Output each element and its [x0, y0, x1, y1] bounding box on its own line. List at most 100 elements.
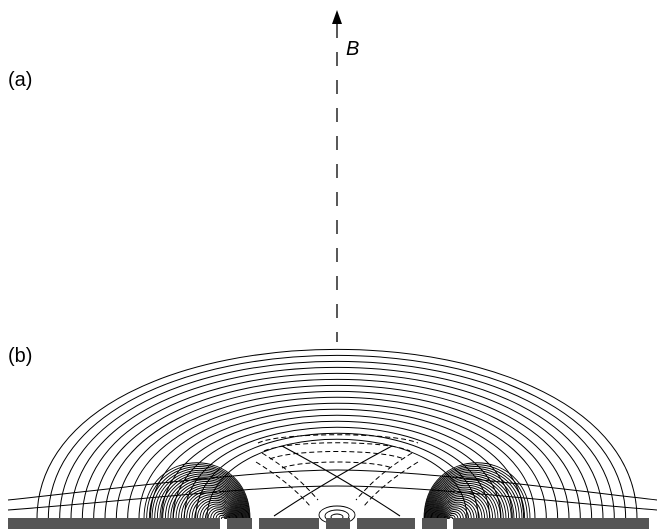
- outer-flat-field-line: [7, 485, 657, 511]
- electrode-right-inner-1: [422, 518, 447, 529]
- electrode-strip: [8, 518, 649, 529]
- b-axis-label: B: [346, 38, 359, 60]
- lobe-contour: [156, 471, 247, 520]
- lobe-contour: [154, 470, 247, 520]
- lobe-contour: [447, 514, 456, 520]
- left-lobe-contours: [143, 462, 251, 520]
- lobe-contour: [426, 467, 523, 520]
- outer-field-lines: [7, 349, 657, 520]
- outer-field-line: [127, 396, 547, 520]
- lobe-contour: [434, 486, 496, 520]
- electrode-right-inner-2: [357, 518, 415, 529]
- lobe-contour: [445, 509, 464, 520]
- lobe-contour: [442, 503, 472, 520]
- dashed-cap-1: [257, 434, 419, 444]
- lobe-contour: [164, 477, 244, 520]
- lobe-contour: [433, 483, 502, 520]
- electrode-left-inner-2: [259, 518, 319, 529]
- lobe-contour: [440, 499, 478, 520]
- lobe-contour: [440, 497, 480, 520]
- lobe-contour: [212, 511, 228, 520]
- lobe-contour: [188, 494, 236, 520]
- dashed-left-1: [261, 452, 319, 501]
- lobe-contour: [191, 496, 235, 520]
- lobe-contour: [218, 514, 227, 520]
- b-axis-arrowhead: [332, 10, 342, 24]
- outer-field-line: [104, 384, 570, 520]
- lobe-contour: [441, 501, 475, 520]
- outer-field-line: [172, 420, 502, 520]
- lobe-contour: [172, 483, 241, 520]
- electrode-center: [326, 518, 350, 529]
- lobe-contour: [433, 484, 499, 520]
- lobe-contour: [431, 479, 507, 520]
- lobe-contour: [425, 466, 526, 520]
- lobe-contour: [427, 470, 520, 520]
- lobe-contour: [186, 492, 237, 520]
- lobe-contour: [199, 501, 233, 520]
- lobe-contour: [446, 512, 459, 520]
- lobe-contour: [423, 462, 531, 520]
- lobe-contour: [143, 462, 251, 520]
- lobe-contour: [436, 490, 491, 520]
- lobe-contour: [170, 481, 242, 520]
- lobe-contour: [446, 511, 462, 520]
- lobe-contour: [448, 516, 454, 520]
- separatrix-x-point: [273, 445, 401, 517]
- b-field-axis: B: [332, 10, 359, 342]
- dashed-cap-4: [281, 461, 393, 469]
- outer-field-line: [36, 349, 638, 520]
- lobe-contour: [432, 481, 504, 520]
- lobe-contour: [146, 464, 250, 520]
- outer-field-line: [47, 354, 627, 520]
- lobe-contour: [435, 488, 494, 520]
- lobe-contour: [428, 473, 515, 520]
- lobe-contour: [438, 494, 486, 520]
- electrode-left-inner-1: [227, 518, 252, 529]
- outer-field-line: [115, 390, 559, 520]
- dashed-left-2: [255, 461, 311, 507]
- dashed-cap-3: [269, 451, 405, 460]
- lobe-contour: [180, 488, 239, 520]
- lobe-contour: [429, 475, 512, 520]
- lobe-contour: [220, 516, 226, 520]
- lobe-contour: [204, 505, 231, 520]
- separatrix-right-to-left: [273, 445, 393, 517]
- outer-field-line: [161, 414, 513, 520]
- lobe-contour: [437, 492, 488, 520]
- panel-label-b: (b): [8, 345, 32, 367]
- outer-field-line: [59, 360, 615, 520]
- lobe-contour: [178, 486, 240, 520]
- lobe-contour: [167, 479, 243, 520]
- electrode-right-long: [453, 518, 649, 529]
- lobe-contour: [183, 490, 238, 520]
- outer-field-line: [149, 408, 525, 520]
- outer-flat-field-line: [7, 469, 657, 501]
- right-lobe-contours: [423, 462, 531, 520]
- outer-field-line: [81, 372, 593, 520]
- lobe-contour: [194, 497, 234, 520]
- lobe-contour: [148, 466, 249, 520]
- outer-field-line: [206, 438, 468, 520]
- lobe-contour: [151, 467, 248, 520]
- lobe-contour: [202, 503, 232, 520]
- lobe-contour: [207, 507, 230, 520]
- lobe-contour: [430, 477, 510, 520]
- lobe-contour: [210, 509, 229, 520]
- outer-field-line: [70, 367, 604, 520]
- lobe-contour: [162, 475, 245, 520]
- lobe-contour: [427, 471, 518, 520]
- electrode-left-long: [8, 518, 220, 529]
- lobe-contour: [196, 499, 234, 520]
- lobe-contour: [439, 496, 483, 520]
- outer-field-line: [138, 402, 536, 520]
- lobe-contour: [175, 484, 241, 520]
- central-dashed-contours: [255, 434, 419, 507]
- outer-field-line: [93, 378, 581, 520]
- separatrix-left-to-right: [281, 445, 401, 517]
- lobe-contour: [443, 505, 470, 520]
- lobe-contour: [159, 473, 246, 520]
- lobe-contour: [444, 507, 467, 520]
- dashed-right-2: [363, 461, 419, 507]
